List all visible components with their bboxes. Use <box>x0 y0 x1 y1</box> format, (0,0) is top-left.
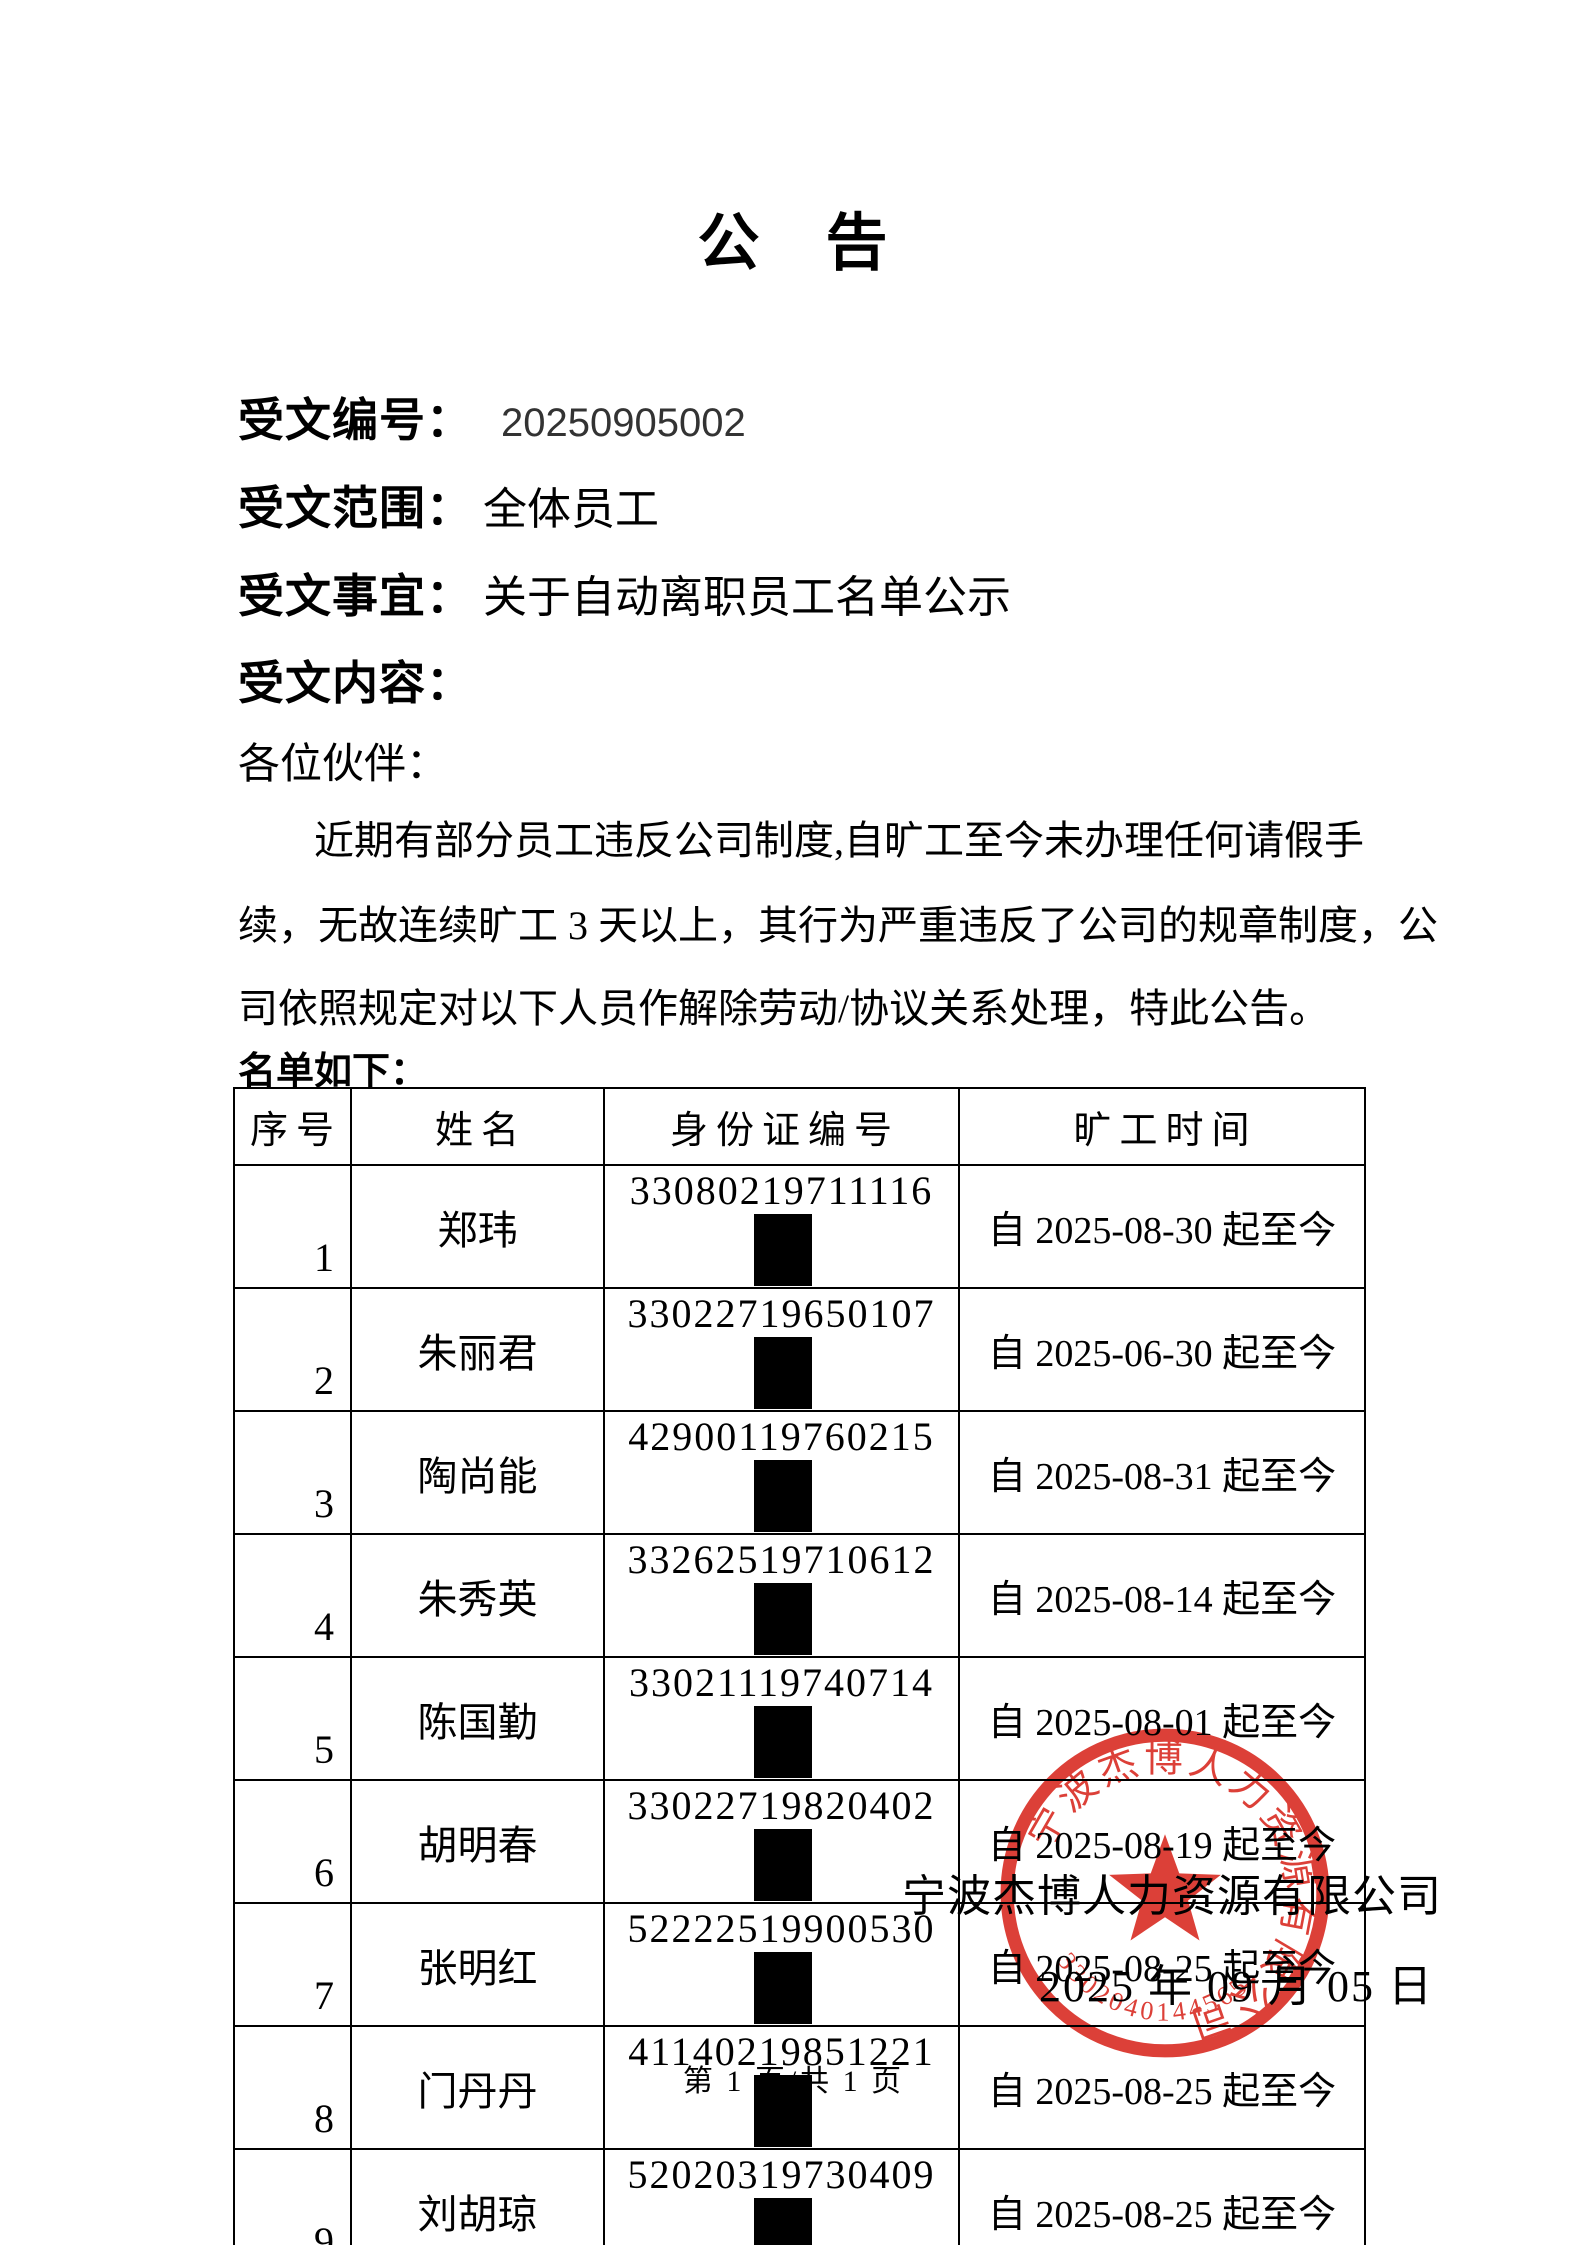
header-name: 姓名 <box>350 1087 605 1166</box>
cell-serial: 9 <box>233 2148 352 2245</box>
cell-serial: 3 <box>233 1410 352 1535</box>
id-number: 33080219711116 <box>629 1168 934 1213</box>
id-number: 33022719820402 <box>627 1783 936 1828</box>
redaction-box <box>754 1706 812 1778</box>
field-doc-number: 受文编号： 20250905002 <box>238 384 746 450</box>
cell-period: 自 2025-08-14 起至今 <box>958 1533 1366 1658</box>
redaction-box <box>754 1214 812 1286</box>
cell-name: 张明红 <box>350 1902 605 2027</box>
table-header-row: 序号 姓名 身份证编号 旷工时间 <box>233 1087 1366 1166</box>
signature-date: 2025 年 09 月 05 日 <box>1039 1962 1434 2011</box>
table-row: 1 郑玮 33080219711116 自 2025-08-30 起至今 <box>233 1164 1366 1289</box>
redaction-box <box>754 1337 812 1409</box>
field-value: 全体员工 <box>483 485 659 534</box>
field-label: 受文范围： <box>238 483 473 534</box>
id-number: 33021119740714 <box>628 1660 935 1705</box>
id-number: 52020319730409 <box>627 2152 936 2197</box>
redaction-box <box>754 2075 812 2147</box>
id-number: 33022719650107 <box>627 1291 936 1336</box>
cell-id: 33262519710612 <box>603 1533 960 1658</box>
id-number: 33262519710612 <box>627 1537 936 1582</box>
cell-id: 33022719820402 <box>603 1779 960 1904</box>
cell-id: 33022719650107 <box>603 1287 960 1412</box>
redaction-box <box>754 1583 812 1655</box>
header-absence-period: 旷工时间 <box>958 1087 1366 1166</box>
cell-name: 门丹丹 <box>350 2025 605 2150</box>
cell-name: 朱丽君 <box>350 1287 605 1412</box>
table-row: 2 朱丽君 33022719650107 自 2025-06-30 起至今 <box>233 1287 1366 1412</box>
page-number-footer: 第 1 页/共 1 页 <box>682 2065 905 2098</box>
field-doc-scope: 受文范围： 全体员工 <box>238 472 659 538</box>
cell-name: 陶尚能 <box>350 1410 605 1535</box>
redaction-box <box>754 2198 812 2245</box>
cell-serial: 4 <box>233 1533 352 1658</box>
id-number: 42900119760215 <box>628 1414 935 1459</box>
cell-period: 自 2025-08-25 起至今 <box>958 2148 1366 2245</box>
cell-serial: 2 <box>233 1287 352 1412</box>
cell-serial: 7 <box>233 1902 352 2027</box>
cell-period: 自 2025-06-30 起至今 <box>958 1287 1366 1412</box>
page-title: 公 告 <box>697 210 890 278</box>
cell-serial: 6 <box>233 1779 352 1904</box>
cell-id: 41140219851221 <box>603 2025 960 2150</box>
field-doc-subject: 受文事宜： 关于自动离职员工名单公示 <box>238 560 1011 626</box>
cell-serial: 8 <box>233 2025 352 2150</box>
cell-period: 自 2025-08-30 起至今 <box>958 1164 1366 1289</box>
id-number: 52222519900530 <box>627 1906 936 1951</box>
cell-name: 陈国勤 <box>350 1656 605 1781</box>
cell-name: 郑玮 <box>350 1164 605 1289</box>
field-label: 受文编号： <box>238 395 473 446</box>
cell-name: 朱秀英 <box>350 1533 605 1658</box>
salutation: 各位伙伴： <box>238 742 449 788</box>
field-label: 受文内容： <box>238 658 473 709</box>
redaction-box <box>754 1460 812 1532</box>
cell-name: 胡明春 <box>350 1779 605 1904</box>
body-line: 司依照规定对以下人员作解除劳动/协议关系处理，特此公告。 <box>238 986 1330 1031</box>
body-line: 续，无故连续旷工 3 天以上，其行为严重违反了公司的规章制度，公 <box>238 903 1438 948</box>
cell-id: 52020319730409 <box>603 2148 960 2245</box>
redaction-box <box>754 1952 812 2024</box>
cell-id: 42900119760215 <box>603 1410 960 1535</box>
table-row: 4 朱秀英 33262519710612 自 2025-08-14 起至今 <box>233 1533 1366 1658</box>
field-label: 受文事宜： <box>238 571 473 622</box>
header-serial: 序号 <box>233 1087 352 1166</box>
field-value: 关于自动离职员工名单公示 <box>483 573 1011 622</box>
body-line: 近期有部分员工违反公司制度,自旷工至今未办理任何请假手 <box>314 818 1364 863</box>
table-row: 9 刘胡琼 52020319730409 自 2025-08-25 起至今 <box>233 2148 1366 2245</box>
table-row: 5 陈国勤 33021119740714 自 2025-08-01 起至今 <box>233 1656 1366 1781</box>
cell-serial: 1 <box>233 1164 352 1289</box>
field-doc-content: 受文内容： <box>238 647 483 713</box>
redaction-box <box>754 1829 812 1901</box>
cell-id: 33080219711116 <box>603 1164 960 1289</box>
id-number: 41140219851221 <box>628 2029 935 2074</box>
list-intro: 名单如下： <box>238 1051 429 1093</box>
signature-company: 宁波杰博人力资源有限公司 <box>902 1872 1442 1921</box>
cell-period: 自 2025-08-01 起至今 <box>958 1656 1366 1781</box>
cell-id: 33021119740714 <box>603 1656 960 1781</box>
cell-id: 52222519900530 <box>603 1902 960 2027</box>
header-id-number: 身份证编号 <box>603 1087 960 1166</box>
field-value: 20250905002 <box>501 401 746 445</box>
cell-name: 刘胡琼 <box>350 2148 605 2245</box>
cell-period: 自 2025-08-31 起至今 <box>958 1410 1366 1535</box>
table-row: 3 陶尚能 42900119760215 自 2025-08-31 起至今 <box>233 1410 1366 1535</box>
cell-serial: 5 <box>233 1656 352 1781</box>
